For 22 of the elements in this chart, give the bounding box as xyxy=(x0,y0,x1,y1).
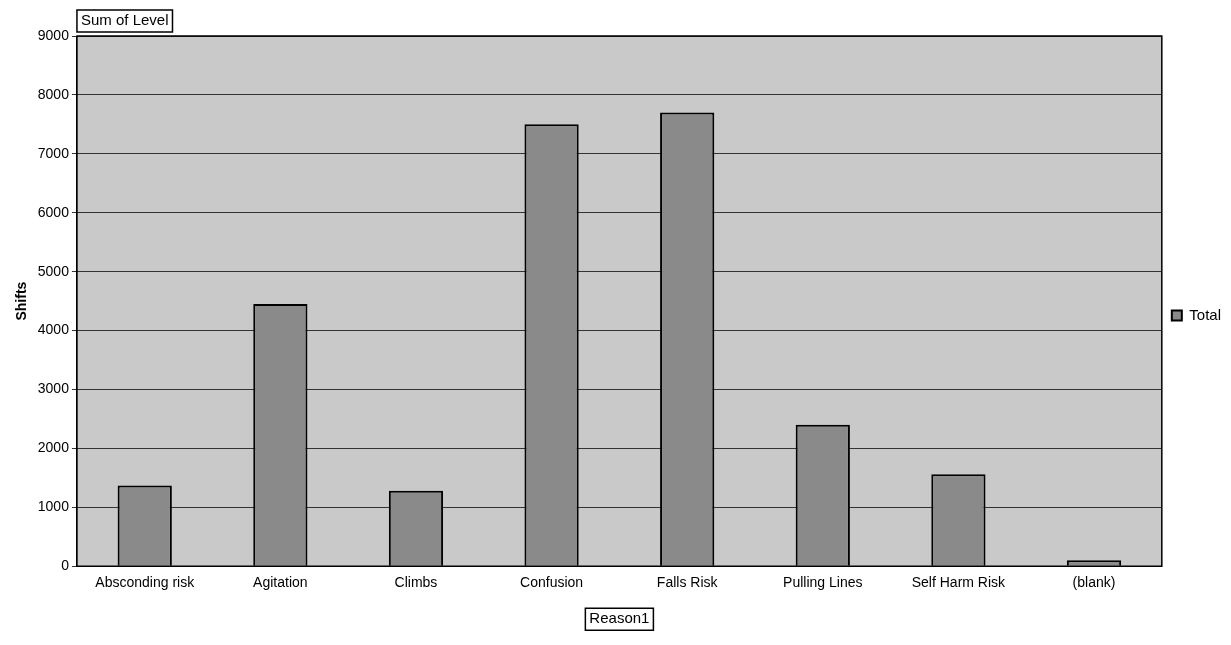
x-tick-label: Falls Risk xyxy=(656,574,719,591)
x-tick-label: Pulling Lines xyxy=(783,574,863,591)
y-tick-label: 9000 xyxy=(37,26,70,43)
y-tick-label: 7000 xyxy=(37,144,70,161)
y-tick-label: 2000 xyxy=(37,439,70,456)
x-tick-label: Absconding risk xyxy=(95,574,196,591)
y-tick-label: 6000 xyxy=(37,203,70,220)
y-tick-label: 8000 xyxy=(37,85,70,102)
x-tick-label: Climbs xyxy=(394,574,438,591)
y-tick-label: 0 xyxy=(61,557,70,574)
y-tick-label: 3000 xyxy=(37,380,70,397)
x-tick-label: (blank) xyxy=(1072,574,1116,591)
chart-title: Sum of Level xyxy=(80,11,169,29)
x-tick-label: Agitation xyxy=(253,574,308,591)
legend-label: Total xyxy=(1189,305,1221,323)
y-tick-label: 4000 xyxy=(37,321,70,338)
y-tick-label: 1000 xyxy=(37,498,70,515)
x-tick-label: Confusion xyxy=(520,574,584,591)
x-axis-title: Reason1 xyxy=(589,609,650,627)
y-tick-label: 5000 xyxy=(37,262,70,279)
y-axis-title: Shifts xyxy=(13,281,30,321)
x-tick-label: Self Harm Risk xyxy=(911,574,1007,591)
